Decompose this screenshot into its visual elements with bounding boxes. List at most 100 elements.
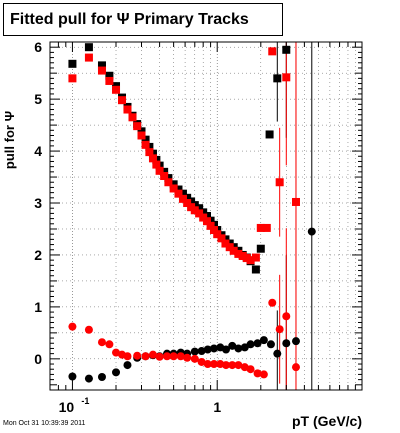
data-point-square <box>169 180 178 189</box>
data-point-square <box>141 140 150 149</box>
x-tick-exponent: -1 <box>81 396 89 406</box>
data-point-square <box>206 221 215 230</box>
data-point-square <box>262 223 271 232</box>
data-point-circle <box>275 325 284 334</box>
data-point-circle <box>190 354 199 363</box>
data-point-square <box>118 96 127 105</box>
data-point-square <box>282 73 291 82</box>
data-point-square <box>195 204 204 213</box>
data-point-square <box>174 189 183 198</box>
data-point-circle <box>246 365 255 374</box>
x-axis-label: pT (GeV/c) <box>291 413 362 429</box>
data-point-square <box>256 244 265 253</box>
data-point-square <box>190 206 199 215</box>
data-point-circle <box>141 352 150 361</box>
data-point-circle <box>273 349 282 358</box>
data-point-square <box>123 105 132 114</box>
data-point-circle <box>105 340 114 349</box>
data-point-square <box>178 189 187 198</box>
data-point-square <box>141 135 150 144</box>
data-point-square <box>268 47 277 56</box>
data-point-square <box>164 178 173 187</box>
data-point-square <box>234 249 243 258</box>
data-point-circle <box>307 227 316 236</box>
data-point-square <box>291 197 300 206</box>
y-tick-label: 5 <box>34 91 42 107</box>
data-point-circle <box>291 337 300 346</box>
data-point-square <box>152 160 161 169</box>
data-point-square <box>145 148 154 157</box>
data-point-square <box>105 71 114 80</box>
data-point-circle <box>97 338 106 347</box>
data-point-circle <box>97 373 106 382</box>
data-point-square <box>183 199 192 208</box>
data-point-square <box>195 209 204 218</box>
data-point-circle <box>155 352 164 361</box>
data-point-circle <box>266 340 275 349</box>
data-point-circle <box>203 360 212 369</box>
data-point-circle <box>190 347 199 356</box>
data-point-square <box>128 113 137 122</box>
data-point-square <box>221 239 230 248</box>
data-point-circle <box>197 347 206 356</box>
data-point-circle <box>228 361 237 370</box>
data-point-square <box>282 45 291 54</box>
data-point-circle <box>282 339 291 348</box>
y-tick-label: 2 <box>34 247 42 263</box>
data-point-circle <box>112 368 121 377</box>
chart-title: Fitted pull for Ψ Primary Tracks <box>3 3 283 36</box>
data-point-square <box>137 127 146 136</box>
data-point-circle <box>133 351 142 360</box>
data-point-circle <box>282 312 291 321</box>
data-point-circle <box>246 340 255 349</box>
data-point-circle <box>259 336 268 345</box>
data-point-circle <box>234 344 243 353</box>
data-point-circle <box>222 361 231 370</box>
data-point-square <box>238 251 247 260</box>
data-point-circle <box>253 369 262 378</box>
data-point-circle <box>68 322 77 331</box>
data-point-circle <box>253 339 262 348</box>
timestamp: Mon Oct 31 10:39:39 2011 <box>3 420 86 427</box>
x-tick-label: 10 <box>59 399 75 415</box>
y-tick-label: 1 <box>34 299 42 315</box>
data-point-circle <box>183 353 192 362</box>
data-point-circle <box>268 298 277 307</box>
data-point-circle <box>148 350 157 359</box>
y-tick-label: 0 <box>34 351 42 367</box>
axes-frame <box>49 41 363 391</box>
data-point-square <box>84 43 93 52</box>
data-point-square <box>217 234 226 243</box>
data-point-square <box>148 154 157 163</box>
y-tick-label: 3 <box>34 195 42 211</box>
y-tick-label: 6 <box>34 39 42 55</box>
data-markers <box>68 43 316 383</box>
data-point-circle <box>222 345 231 354</box>
data-point-square <box>251 253 260 262</box>
data-point-square <box>256 223 265 232</box>
data-point-square <box>178 194 187 203</box>
x-tick-label: 1 <box>213 399 221 415</box>
data-point-square <box>155 166 164 175</box>
data-point-circle <box>68 372 77 381</box>
y-axis-label: pull for Ψ <box>2 110 17 170</box>
data-point-circle <box>291 363 300 372</box>
data-point-circle <box>84 325 93 334</box>
data-point-square <box>97 66 106 75</box>
data-point-square <box>174 185 183 194</box>
data-point-square <box>202 217 211 226</box>
data-point-circle <box>169 352 178 361</box>
data-point-circle <box>197 357 206 366</box>
data-point-square <box>97 61 106 70</box>
axis-ticks <box>49 42 363 390</box>
data-point-square <box>273 74 282 83</box>
data-point-square <box>169 184 178 193</box>
data-point-square <box>265 130 274 139</box>
data-point-circle <box>228 341 237 350</box>
data-point-circle <box>234 361 243 370</box>
data-point-square <box>105 76 114 85</box>
data-point-square <box>251 265 260 274</box>
data-point-circle <box>259 370 268 379</box>
data-point-square <box>160 172 169 181</box>
